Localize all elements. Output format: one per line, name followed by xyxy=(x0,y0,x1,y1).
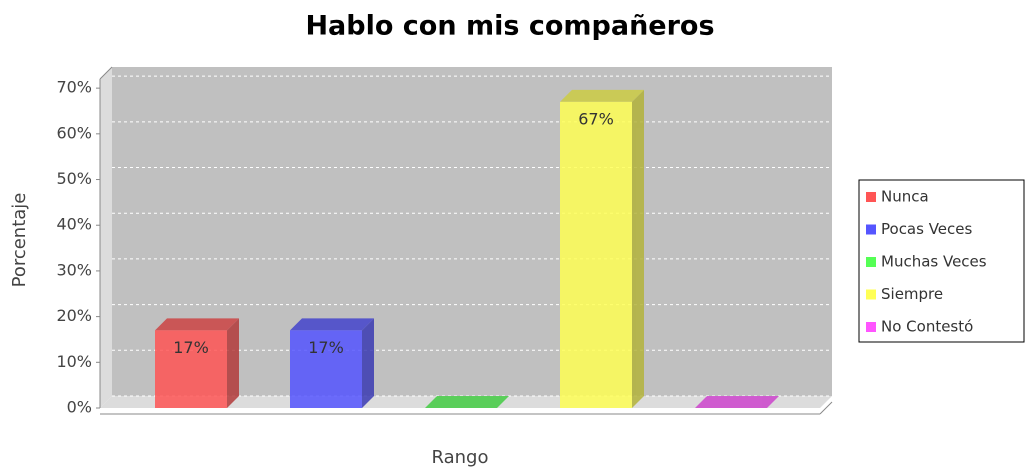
chart-title: Hablo con mis compañeros xyxy=(305,11,714,42)
left-wall xyxy=(100,67,112,408)
bar xyxy=(560,89,644,408)
legend-label: Muchas Veces xyxy=(881,253,987,271)
bar-top xyxy=(290,318,374,331)
data-label: 67% xyxy=(578,109,614,128)
y-tick-label: 40% xyxy=(56,215,92,234)
bar xyxy=(425,396,509,408)
data-label: 17% xyxy=(173,338,209,357)
legend-swatch xyxy=(866,289,876,300)
y-tick-label: 70% xyxy=(56,78,92,97)
y-tick-label: 10% xyxy=(56,352,92,371)
bar-front xyxy=(560,101,632,408)
legend-label: Nunca xyxy=(881,188,929,206)
legend-label: No Contestó xyxy=(881,318,973,336)
bar-side xyxy=(632,89,644,408)
y-tick-label: 20% xyxy=(56,306,92,325)
legend-label: Siempre xyxy=(881,285,943,303)
x-axis-title: Rango xyxy=(432,447,489,468)
legend-swatch xyxy=(866,322,876,332)
bar xyxy=(290,318,374,408)
x-axis-3d xyxy=(819,401,833,415)
y-tick-label: 0% xyxy=(67,398,92,417)
bar xyxy=(155,318,239,408)
y-tick-label: 50% xyxy=(56,169,92,188)
legend-swatch xyxy=(866,192,876,202)
y-axis-3d xyxy=(99,66,113,80)
y-tick-label: 30% xyxy=(56,260,92,279)
legend-swatch xyxy=(866,257,876,267)
bar-front xyxy=(290,330,362,408)
bar-top xyxy=(155,318,239,331)
legend-label: Pocas Veces xyxy=(881,220,973,238)
legend-box xyxy=(858,179,1025,343)
legend-swatch xyxy=(866,224,876,235)
data-label: 17% xyxy=(308,338,344,357)
bar-side xyxy=(362,318,374,408)
y-tick-label: 60% xyxy=(56,123,92,142)
bar-side xyxy=(227,318,239,408)
bar-top xyxy=(695,396,779,408)
y-axis-title: Porcentaje xyxy=(9,193,30,288)
bar-top xyxy=(425,396,509,408)
bar xyxy=(695,396,779,408)
bar-top xyxy=(560,89,644,102)
bar-front xyxy=(155,330,227,408)
